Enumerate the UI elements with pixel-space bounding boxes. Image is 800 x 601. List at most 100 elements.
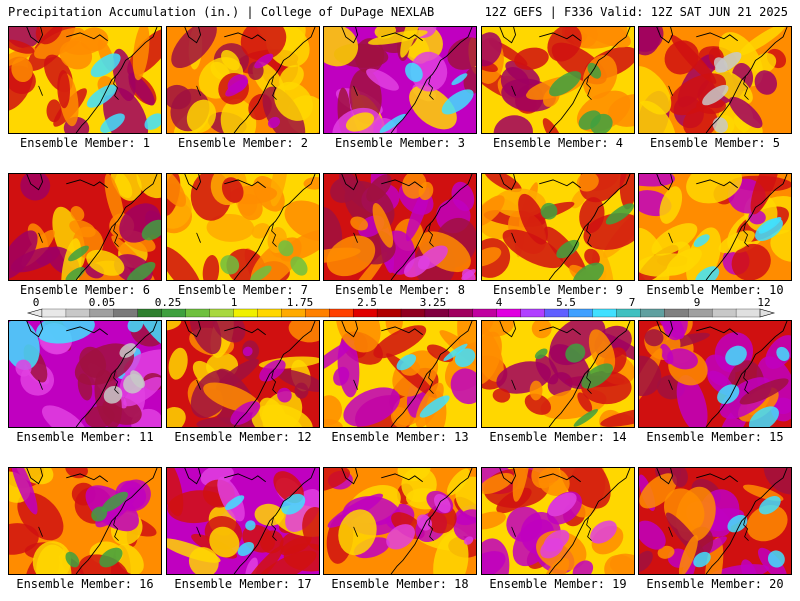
lake-outline <box>499 174 517 191</box>
precip-maximum <box>90 53 121 78</box>
precip-area <box>241 545 284 574</box>
colorbar-swatch <box>544 308 569 318</box>
lake-outline <box>184 27 202 44</box>
precipitation-map <box>638 320 792 428</box>
precip-maximum <box>278 240 294 257</box>
precip-area <box>209 526 240 558</box>
precip-area <box>731 243 771 280</box>
ensemble-member-panel: Ensemble Member: 13 <box>323 320 477 454</box>
ensemble-member-panel: Ensemble Member: 16 <box>8 467 162 601</box>
precip-area <box>345 251 388 280</box>
bay-outline <box>113 369 119 394</box>
river-outline <box>353 526 358 537</box>
precip-area <box>667 348 698 370</box>
lake-outline <box>26 468 44 485</box>
precipitation-map <box>638 26 792 134</box>
precip-area <box>639 66 672 115</box>
panel-caption: Ensemble Member: 15 <box>646 430 784 444</box>
panel-caption: Ensemble Member: 11 <box>16 430 154 444</box>
precip-area <box>639 100 677 133</box>
precip-maximum <box>119 343 137 358</box>
panel-caption: Ensemble Member: 20 <box>646 577 784 591</box>
precip-area <box>220 98 257 133</box>
lake-outline <box>381 326 423 336</box>
page-title: Precipitation Accumulation (in.) | Colle… <box>8 5 435 19</box>
precip-maximum <box>227 74 248 93</box>
precip-area <box>366 174 392 202</box>
lake-outline <box>539 326 581 336</box>
lake-outline <box>66 32 108 42</box>
lake-outline <box>656 321 674 338</box>
precip-area <box>104 174 125 227</box>
precip-area <box>171 27 217 69</box>
panel-caption: Ensemble Member: 16 <box>16 577 154 591</box>
lake-outline <box>696 32 738 42</box>
precip-area <box>284 200 319 241</box>
precip-area <box>167 407 186 427</box>
panel-caption: Ensemble Member: 3 <box>334 136 466 150</box>
coastline <box>548 174 631 280</box>
colorbar-tick-label: 7 <box>629 296 636 309</box>
precip-area <box>36 321 95 344</box>
colorbar-swatch <box>400 308 426 318</box>
precip-maximum <box>565 343 586 363</box>
precip-area <box>32 541 72 574</box>
precip-area <box>718 230 755 254</box>
precip-maximum <box>693 234 710 248</box>
river-outline <box>38 85 43 96</box>
precip-area <box>132 27 150 81</box>
lake-outline <box>184 468 202 485</box>
colorbar-swatch <box>616 308 641 318</box>
lake-outline <box>539 179 581 189</box>
precip-area <box>514 47 549 70</box>
precip-maximum <box>379 113 406 133</box>
precip-area <box>583 213 634 251</box>
precip-maximum <box>386 524 416 550</box>
precip-maximum <box>101 491 129 512</box>
bay-outline <box>113 75 119 100</box>
bay-outline <box>743 516 749 541</box>
precipitation-map <box>481 467 635 575</box>
precip-area <box>484 174 522 193</box>
precip-maximum <box>547 492 577 517</box>
bay-outline <box>586 369 592 394</box>
colorbar-swatch <box>352 308 378 318</box>
bay-outline <box>428 516 434 541</box>
precip-maximum <box>65 266 85 280</box>
lake-outline <box>656 174 674 191</box>
lake-outline <box>341 321 359 338</box>
precip-area <box>345 112 375 132</box>
precip-maximum <box>103 385 123 404</box>
precipitation-map <box>323 320 477 428</box>
bay-outline <box>428 75 434 100</box>
precip-maximum <box>419 395 450 418</box>
ensemble-member-panel: Ensemble Member: 20 <box>638 467 792 601</box>
colorbar-swatch <box>233 308 258 318</box>
river-outline <box>196 526 201 537</box>
precip-maximum <box>759 496 781 515</box>
precip-maximum <box>767 550 785 568</box>
precipitation-colorbar: 0 0.05 0.25 1 1.75 2.5 3.25 4 5.5 7 9 12 <box>26 296 776 318</box>
precip-area <box>70 206 85 221</box>
precip-area <box>409 85 457 130</box>
precip-area <box>35 27 63 45</box>
ensemble-member-panel: Ensemble Member: 1 <box>8 26 162 160</box>
precip-maximum <box>441 89 474 115</box>
precip-area <box>644 329 664 347</box>
bay-outline <box>743 75 749 100</box>
precip-area <box>221 49 240 71</box>
colorbar-swatch <box>137 308 163 318</box>
coastline <box>705 468 788 574</box>
lake-outline <box>224 473 266 483</box>
precip-area <box>46 99 62 123</box>
river-outline <box>668 232 673 243</box>
panel-caption: Ensemble Member: 7 <box>177 283 309 297</box>
precip-maximum <box>267 116 281 129</box>
lake-outline <box>224 179 266 189</box>
precip-area <box>639 473 677 509</box>
precip-maximum <box>590 520 617 544</box>
river-outline <box>511 232 516 243</box>
precip-area <box>9 230 38 279</box>
precip-area <box>9 523 39 555</box>
colorbar-tick-label: 1.75 <box>287 296 314 309</box>
